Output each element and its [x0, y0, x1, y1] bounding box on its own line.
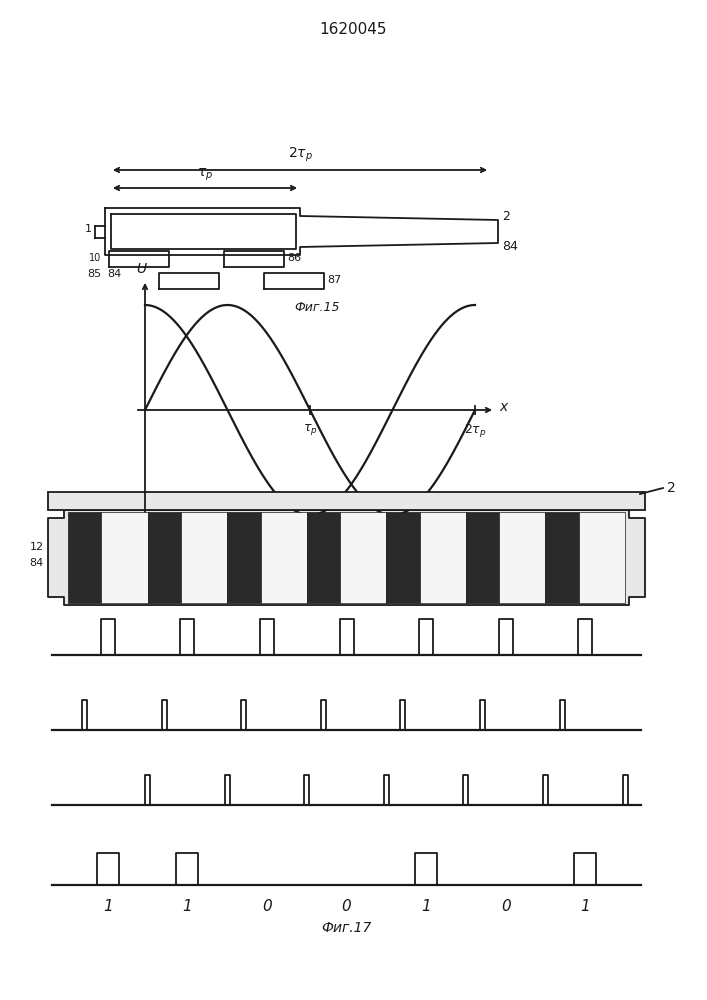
Text: Фиг.15: Фиг.15 [295, 301, 340, 314]
Text: $2\tau_p$: $2\tau_p$ [288, 146, 312, 164]
Text: x: x [499, 400, 507, 414]
Text: 84: 84 [107, 269, 121, 279]
Bar [386, 512, 420, 603]
Text: $2\tau_p$: $2\tau_p$ [464, 422, 486, 439]
Bar [579, 512, 625, 603]
Text: Фиг.16: Фиг.16 [287, 550, 333, 563]
Text: 0: 0 [262, 899, 271, 914]
Bar [261, 512, 307, 603]
Text: 1: 1 [103, 899, 112, 914]
Text: Фиг.17: Фиг.17 [321, 921, 372, 935]
Text: 10: 10 [89, 253, 101, 263]
Bar [101, 512, 148, 603]
Text: $\tau_p$: $\tau_p$ [303, 422, 317, 437]
Text: 2: 2 [502, 210, 510, 223]
Bar [48, 492, 645, 510]
Text: 1: 1 [421, 899, 431, 914]
Polygon shape [48, 510, 645, 605]
Text: 0: 0 [501, 899, 510, 914]
Bar [148, 512, 181, 603]
Bar [420, 512, 466, 603]
Text: U: U [136, 262, 146, 276]
Bar [181, 512, 227, 603]
Text: 0: 0 [341, 899, 351, 914]
Bar [340, 512, 386, 603]
Text: 1: 1 [580, 899, 590, 914]
Text: 1: 1 [182, 899, 192, 914]
Text: 1: 1 [85, 225, 92, 234]
Text: 84: 84 [502, 240, 518, 253]
Bar [307, 512, 340, 603]
Text: 87: 87 [327, 275, 341, 285]
Text: 84: 84 [30, 558, 44, 568]
Bar [466, 512, 499, 603]
Text: $\tau_p$: $\tau_p$ [197, 167, 213, 183]
Text: 1620045: 1620045 [320, 22, 387, 37]
Text: 85: 85 [87, 269, 101, 279]
Text: 86: 86 [287, 253, 301, 263]
Text: 12: 12 [30, 542, 44, 552]
Text: 2: 2 [667, 481, 676, 495]
Bar [227, 512, 261, 603]
Bar [545, 512, 579, 603]
Bar [68, 512, 101, 603]
Bar [499, 512, 545, 603]
